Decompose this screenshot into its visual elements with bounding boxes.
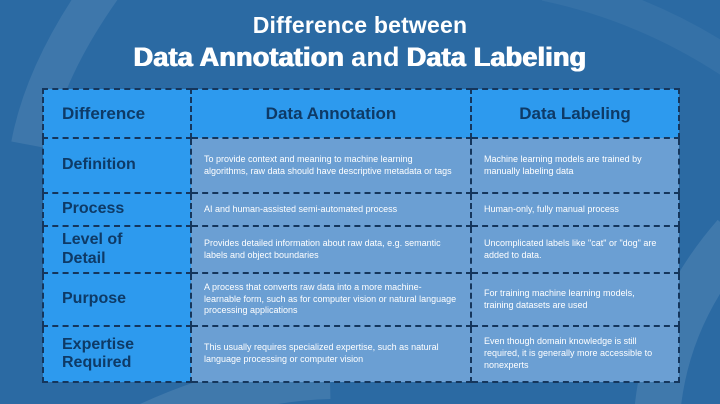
- row-label-expertise-required: Expertise Required: [42, 325, 192, 383]
- title-term-data-annotation: Data Annotation: [133, 42, 345, 72]
- table-row-process: Process AI and human-assisted semi-autom…: [42, 192, 680, 227]
- row-label-purpose: Purpose: [42, 272, 192, 327]
- title-line-1: Difference between: [252, 12, 468, 38]
- table-row-purpose: Purpose A process that converts raw data…: [42, 272, 680, 327]
- cell-definition-labeling: Machine learning models are trained by m…: [470, 137, 680, 194]
- title-term-data-labeling: Data Labeling: [406, 42, 587, 72]
- row-label-process: Process: [42, 192, 192, 227]
- page-title: Difference between Data Annotation and Dat…: [0, 12, 720, 73]
- title-line-2: Data Annotation and Data Labeling: [0, 42, 720, 73]
- table-row-expertise-required: Expertise Required This usually requires…: [42, 325, 680, 383]
- cell-process-annotation: AI and human-assisted semi-automated pro…: [190, 192, 472, 227]
- header-data-annotation: Data Annotation: [190, 88, 472, 139]
- row-label-level-of-detail: Level of Detail: [42, 225, 192, 274]
- comparison-table: Difference Data Annotation Data Labeling…: [42, 88, 680, 383]
- cell-process-labeling: Human-only, fully manual process: [470, 192, 680, 227]
- table-row-definition: Definition To provide context and meanin…: [42, 137, 680, 194]
- cell-level-of-detail-labeling: Uncomplicated labels like "cat" or "dog"…: [470, 225, 680, 274]
- cell-purpose-annotation: A process that converts raw data into a …: [190, 272, 472, 327]
- row-label-text: Definition: [62, 156, 136, 174]
- cell-expertise-annotation: This usually requires specialized expert…: [190, 325, 472, 383]
- header-difference: Difference: [42, 88, 192, 139]
- cell-purpose-labeling: For training machine learning models, tr…: [470, 272, 680, 327]
- cell-definition-annotation: To provide context and meaning to machin…: [190, 137, 472, 194]
- cell-expertise-labeling: Even though domain knowledge is still re…: [470, 325, 680, 383]
- table-header-row: Difference Data Annotation Data Labeling: [42, 88, 680, 139]
- title-conjunction: and: [351, 42, 400, 72]
- row-label-text: Level of Detail: [62, 231, 123, 267]
- row-label-text: Process: [62, 200, 125, 218]
- row-label-definition: Definition: [42, 137, 192, 194]
- row-label-text: Expertise Required: [62, 335, 135, 371]
- table-row-level-of-detail: Level of Detail Provides detailed inform…: [42, 225, 680, 274]
- row-label-text: Purpose: [62, 290, 127, 308]
- cell-level-of-detail-annotation: Provides detailed information about raw …: [190, 225, 472, 274]
- header-data-labeling: Data Labeling: [470, 88, 680, 139]
